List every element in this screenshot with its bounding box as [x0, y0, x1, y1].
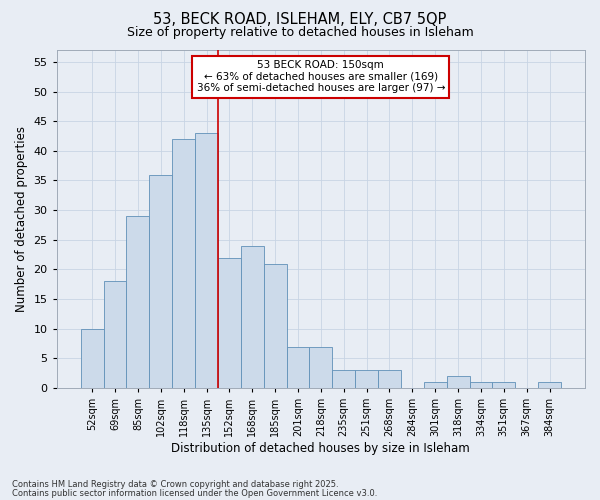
- Bar: [424, 382, 446, 388]
- Bar: [241, 246, 263, 388]
- Bar: [287, 346, 310, 388]
- Bar: [446, 376, 470, 388]
- Bar: [218, 258, 241, 388]
- Bar: [172, 139, 195, 388]
- X-axis label: Distribution of detached houses by size in Isleham: Distribution of detached houses by size …: [172, 442, 470, 455]
- Bar: [538, 382, 561, 388]
- Bar: [104, 282, 127, 388]
- Bar: [263, 264, 287, 388]
- Bar: [493, 382, 515, 388]
- Text: Contains public sector information licensed under the Open Government Licence v3: Contains public sector information licen…: [12, 488, 377, 498]
- Bar: [195, 133, 218, 388]
- Text: 53, BECK ROAD, ISLEHAM, ELY, CB7 5QP: 53, BECK ROAD, ISLEHAM, ELY, CB7 5QP: [154, 12, 446, 28]
- Bar: [470, 382, 493, 388]
- Bar: [310, 346, 332, 388]
- Y-axis label: Number of detached properties: Number of detached properties: [15, 126, 28, 312]
- Bar: [81, 328, 104, 388]
- Text: 53 BECK ROAD: 150sqm
← 63% of detached houses are smaller (169)
36% of semi-deta: 53 BECK ROAD: 150sqm ← 63% of detached h…: [197, 60, 445, 94]
- Bar: [149, 174, 172, 388]
- Text: Contains HM Land Registry data © Crown copyright and database right 2025.: Contains HM Land Registry data © Crown c…: [12, 480, 338, 489]
- Bar: [332, 370, 355, 388]
- Text: Size of property relative to detached houses in Isleham: Size of property relative to detached ho…: [127, 26, 473, 39]
- Bar: [127, 216, 149, 388]
- Bar: [378, 370, 401, 388]
- Bar: [355, 370, 378, 388]
